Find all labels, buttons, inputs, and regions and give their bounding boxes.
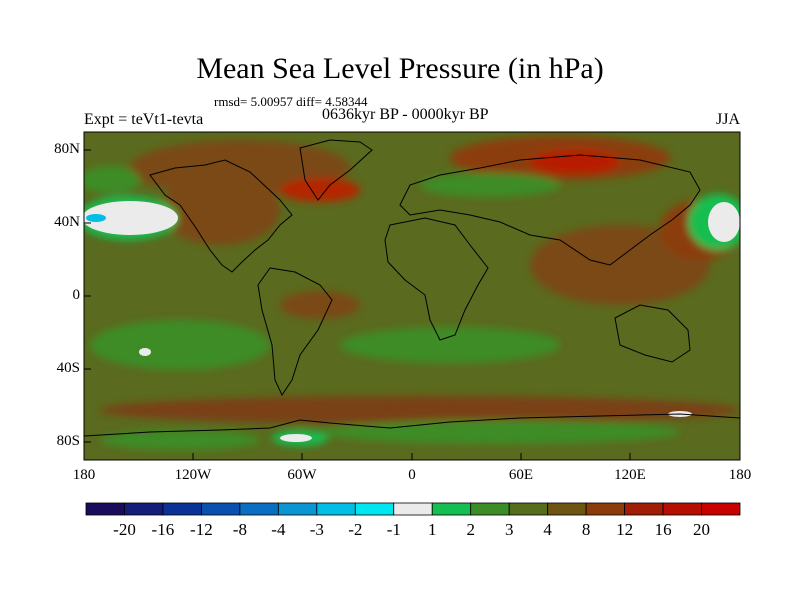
colorbar-box-11 — [508, 502, 549, 516]
coastlines — [84, 139, 740, 437]
colorbar-box-6 — [316, 502, 356, 516]
colorbar-box-5 — [277, 502, 318, 516]
antarctic-low-region — [320, 420, 680, 444]
y-label-40s: 40S — [56, 360, 80, 376]
colorbar-label-10: 3 — [504, 520, 514, 539]
np-low-min — [86, 214, 106, 222]
colorbar-label-6: -2 — [348, 520, 363, 539]
colorbar-box-10 — [470, 502, 510, 516]
weddell-low-core — [280, 434, 312, 442]
colorbar-box-15 — [662, 502, 702, 516]
colorbar-box-8 — [393, 502, 433, 516]
na-high-region — [160, 175, 280, 245]
colorbar — [85, 502, 741, 516]
y-label-0: 0 — [72, 287, 81, 303]
colorbar-label-9: 2 — [466, 520, 475, 539]
strong-low-cores — [84, 201, 740, 442]
np-low-core — [84, 201, 178, 235]
x-label-180-right: 180 — [728, 467, 752, 483]
colorbar-box-13 — [585, 502, 625, 516]
coast-africa — [384, 217, 489, 341]
colorbar-label-15: 20 — [693, 520, 710, 539]
colorbar-label-7: -1 — [386, 520, 401, 539]
colorbar-label-11: 4 — [543, 520, 552, 539]
colorbar-label-1: -16 — [151, 520, 175, 539]
y-label-80n: 80N — [54, 141, 80, 157]
coast-australia — [614, 304, 691, 363]
colorbar-label-3: -8 — [232, 520, 247, 539]
colorbar-label-8: 1 — [427, 520, 437, 539]
map-title: Mean Sea Level Pressure (in hPa) — [196, 52, 604, 85]
colorbar-box-14 — [624, 502, 664, 516]
colorbar-box-3 — [201, 502, 241, 516]
axis-ticks — [84, 149, 631, 460]
colorbar-box-4 — [239, 502, 279, 516]
period-label: 0636kyr BP - 0000kyr BP — [322, 106, 489, 123]
colorbar-box-0 — [85, 502, 125, 516]
si-low-region — [340, 327, 560, 363]
sp-low-region — [90, 320, 270, 370]
x-label-60e: 60E — [508, 467, 534, 483]
x-label-0: 0 — [408, 467, 416, 483]
season-label: JJA — [716, 111, 741, 128]
coast-greenland — [299, 139, 373, 201]
colorbar-label-4: -4 — [271, 520, 286, 539]
coast-antarctica — [84, 413, 740, 437]
ross-low-region — [100, 430, 260, 450]
southern-band-region — [100, 396, 740, 424]
coast-south-america — [257, 267, 333, 397]
alaska-low-region — [84, 166, 140, 194]
colorbar-label-12: 8 — [581, 520, 591, 539]
atlantic-high-region — [280, 291, 360, 319]
siberia-peak-region — [530, 150, 620, 174]
experiment-label: Expt = teVt1-tevta — [84, 111, 204, 128]
colorbar-box-2 — [162, 502, 202, 516]
colorbar-label-14: 16 — [654, 520, 672, 539]
colorbar-box-16 — [701, 502, 741, 516]
x-label-180-left: 180 — [72, 467, 96, 483]
stats-label: rmsd= 5.00957 diff= 4.58344 — [214, 94, 368, 109]
colorbar-box-9 — [431, 502, 472, 516]
x-label-60w: 60W — [287, 467, 317, 483]
coast-eurasia — [399, 154, 701, 266]
colorbar-box-1 — [124, 502, 164, 516]
colorbar-label-2: -12 — [190, 520, 213, 539]
coast-north-america — [149, 159, 293, 273]
colorbar-label-5: -3 — [309, 520, 324, 539]
np-low-east-core — [708, 202, 740, 242]
colorbar-label-0: -20 — [113, 520, 136, 539]
pressure-field — [84, 132, 740, 460]
y-label-40n: 40N — [54, 214, 80, 230]
sp-low-core — [139, 348, 151, 356]
x-label-120e: 120E — [614, 467, 646, 483]
colorbar-box-7 — [354, 502, 395, 516]
asia-high-region — [530, 225, 710, 305]
greenland-peak-region — [280, 178, 360, 202]
colorbar-label-13: 12 — [616, 520, 634, 539]
eurasia-low-region — [420, 173, 560, 197]
y-label-80s: 80S — [56, 433, 80, 449]
colorbar-box-12 — [547, 502, 587, 516]
x-label-120w: 120W — [174, 467, 212, 483]
